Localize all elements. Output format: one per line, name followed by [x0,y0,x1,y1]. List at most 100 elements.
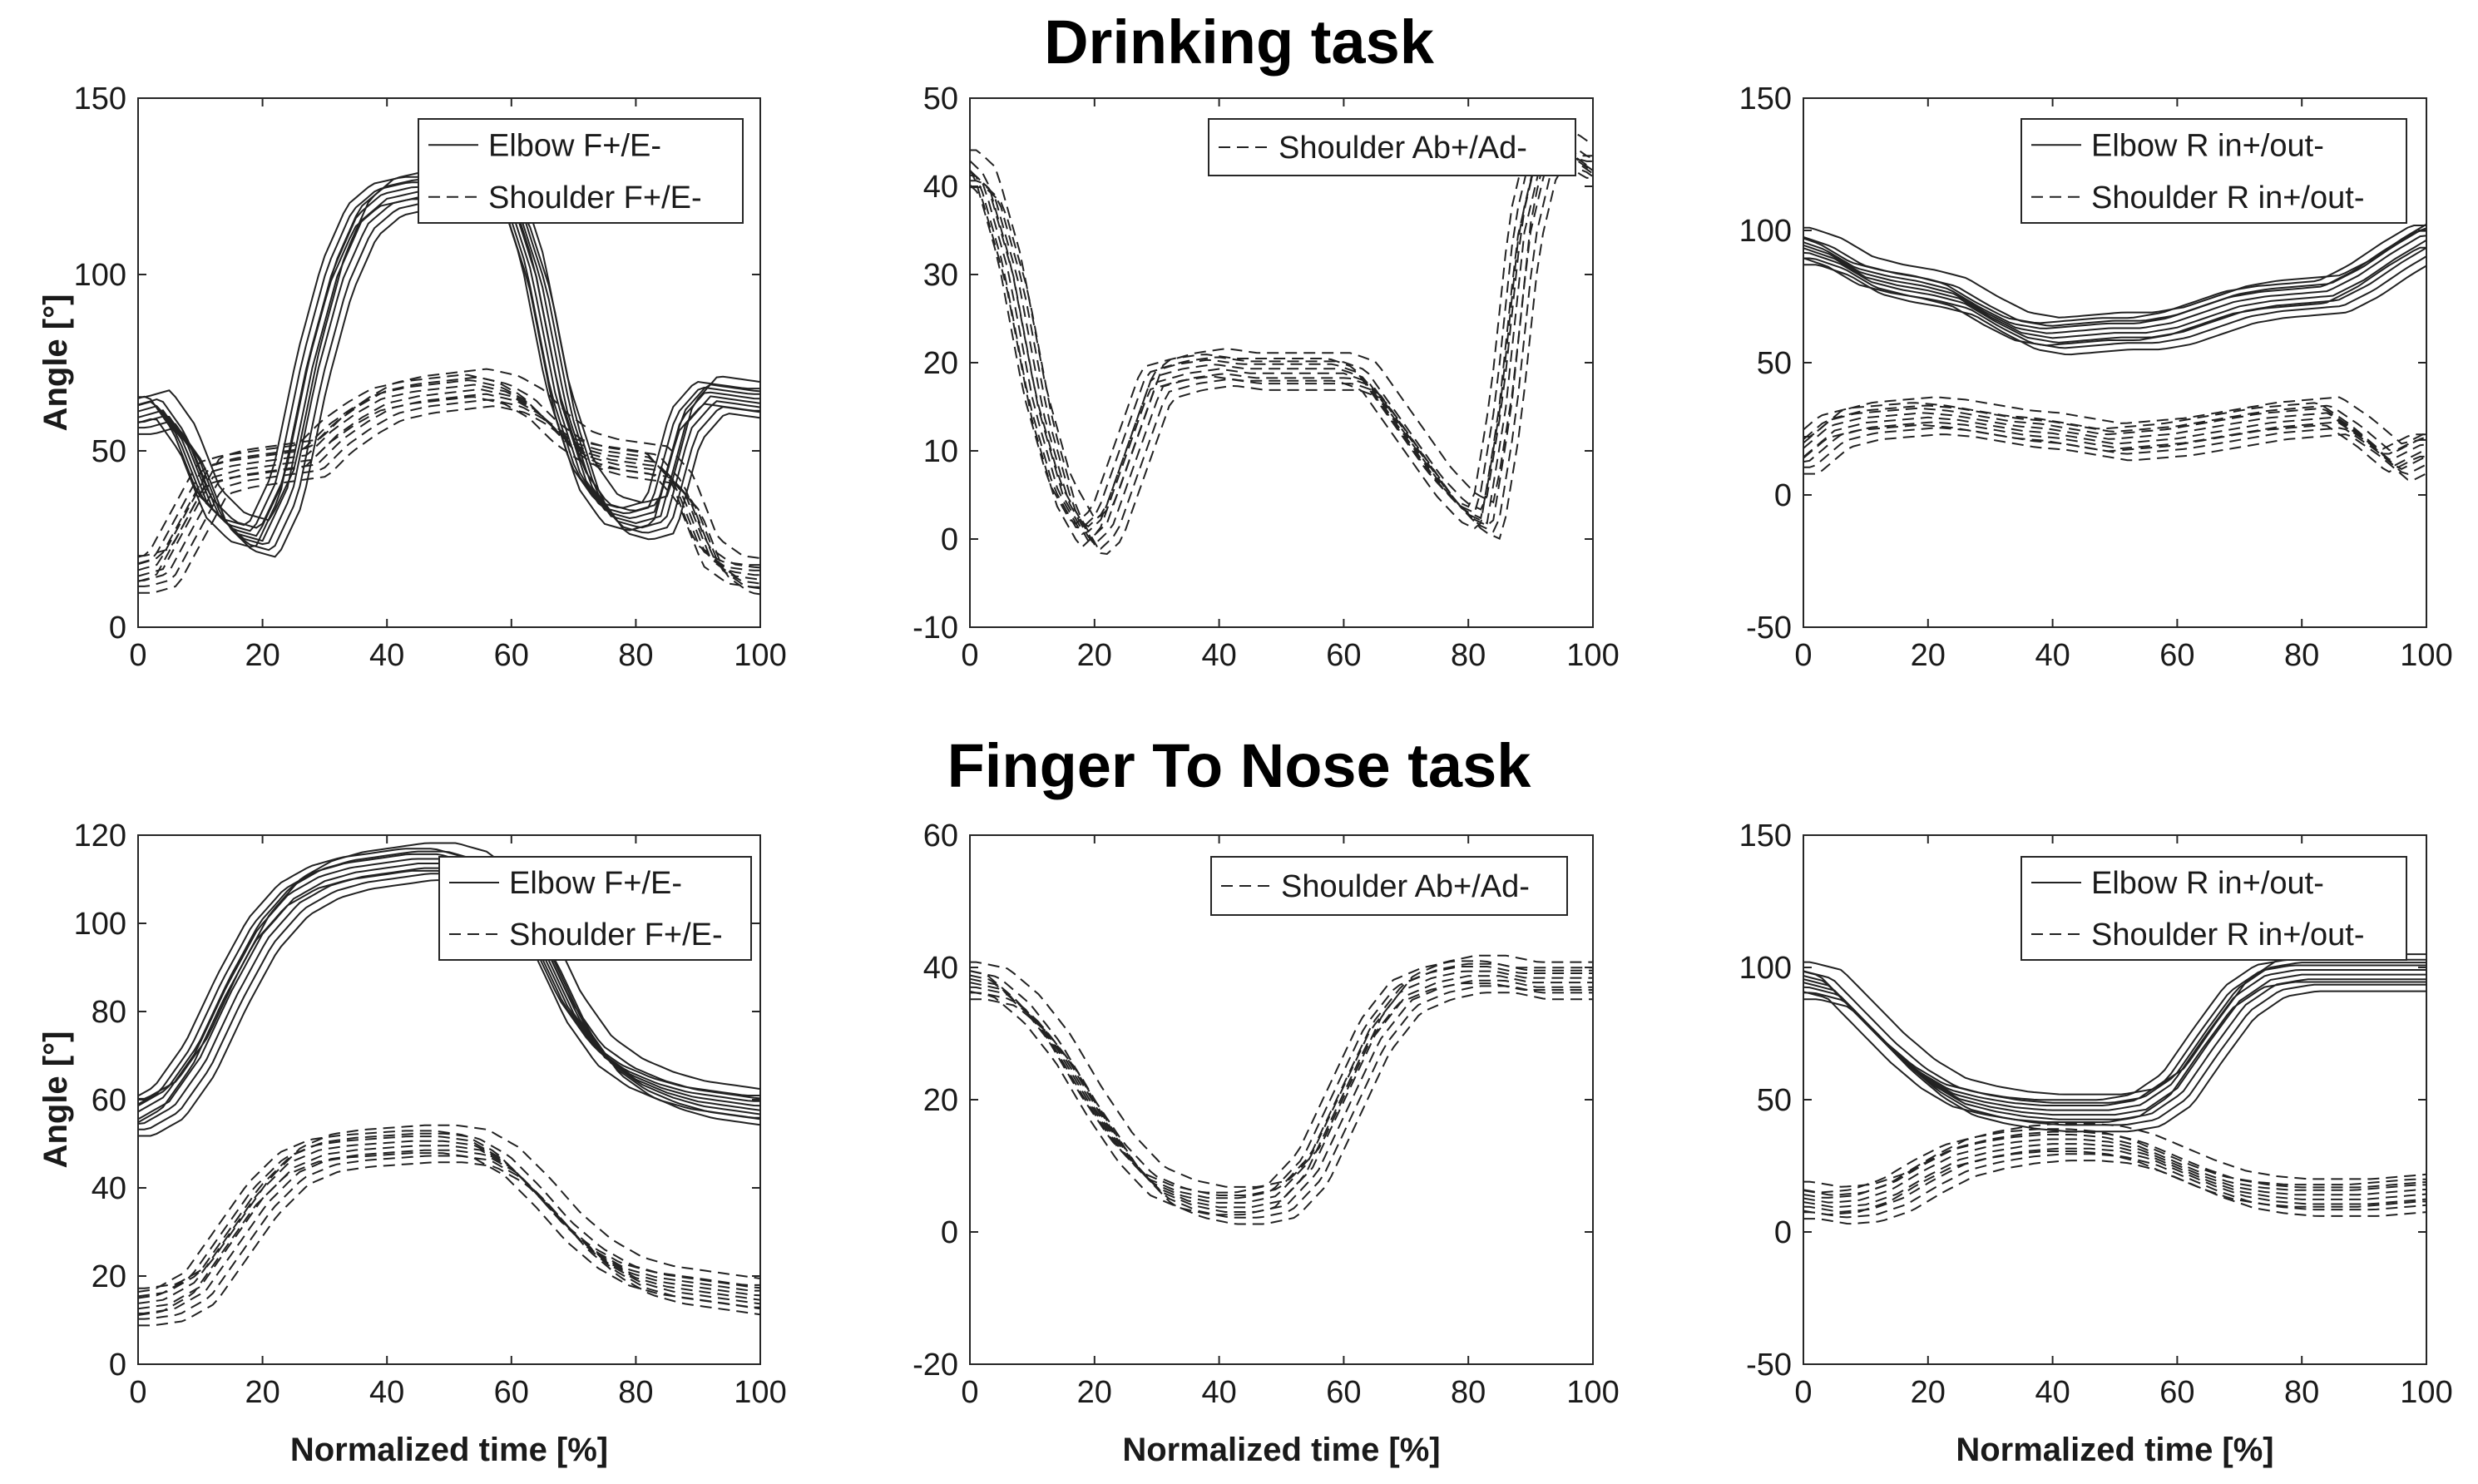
series-line-shoulder-ab-ad--trial-7 [969,137,1593,525]
y-tick-label: 0 [109,1348,126,1383]
y-tick-label: 40 [92,1171,126,1206]
x-tick-label: 100 [734,638,786,673]
series-line-shoulder-f-e--trial-3 [137,393,761,585]
series-line-shoulder-ab-ad--trial-3 [969,979,1593,1213]
series-line-shoulder-r-in-out--trial-10 [1803,404,2427,453]
x-tick-label: 80 [2284,638,2319,673]
finger-to-nose-task-title: Finger To Nose task [947,731,1531,800]
series-line-elbow-r-in-out--trial-3 [1803,978,2426,1120]
y-tick-label: 0 [1774,1215,1792,1250]
y-tick-label: 150 [74,82,126,116]
x-axis-label: Normalized time [%] [1122,1432,1440,1468]
series-line-shoulder-r-in-out--trial-9 [1803,1150,2426,1216]
x-tick-label: 80 [618,638,653,673]
x-tick-label: 20 [1077,638,1112,673]
x-tick-label: 40 [1201,1375,1236,1410]
y-tick-label: 150 [1739,82,1792,116]
series-line-shoulder-r-in-out--trial-7 [1803,402,2426,450]
series-line-elbow-r-in-out--trial-9 [1803,246,2426,347]
legend-entry: Shoulder Ab+/Ad- [1279,131,1527,166]
y-tick-label: 20 [92,1259,126,1294]
y-tick-label: 10 [923,434,958,469]
series-line-shoulder-r-in-out--trial-1 [1803,433,2427,481]
x-tick-label: 100 [1566,1375,1619,1410]
legend-entry: Elbow R in+/out- [2091,866,2324,901]
legend-box [2020,118,2407,224]
series-line-shoulder-r-in-out--trial-4 [1803,1143,2427,1209]
series-line-elbow-r-in-out--trial-2 [1803,983,2426,1126]
series-line-shoulder-r-in-out--trial-8 [1803,396,2427,445]
series-line-shoulder-r-in-out--trial-3 [1803,1147,2427,1213]
legend-box [418,118,744,224]
series-line-shoulder-ab-ad--trial-9 [969,982,1593,1216]
y-tick-label: 0 [941,1215,958,1250]
series-line-shoulder-ab-ad--trial-6 [969,966,1593,1200]
series-line-elbow-r-in-out--trial-10 [1803,962,2426,1104]
series-line-shoulder-r-in-out--trial-10 [1803,1130,2427,1196]
series-line-shoulder-ab-ad--trial-9 [969,159,1593,549]
series-line-shoulder-ab-ad--trial-5 [969,970,1593,1204]
series-line-shoulder-r-in-out--trial-3 [1803,421,2427,471]
series-line-elbow-r-in-out--trial-5 [1803,235,2427,334]
series-line-shoulder-r-in-out--trial-7 [1803,1128,2426,1194]
series-line-shoulder-f-e--trial-9 [137,396,760,588]
y-tick-label: -20 [913,1348,958,1383]
x-tick-label: 40 [369,1375,404,1410]
legend-box [438,856,752,961]
x-tick-label: 80 [2284,1375,2319,1410]
series-line-shoulder-f-e--trial-6 [137,1135,760,1299]
series-line-shoulder-r-in-out--trial-2 [1803,1153,2427,1219]
x-axis-label: Normalized time [%] [290,1432,608,1468]
y-tick-label: -50 [1746,611,1792,646]
series-line-shoulder-f-e--trial-10 [137,1132,761,1298]
series-line-shoulder-f-e--trial-7 [137,373,760,566]
y-tick-label: 100 [1739,951,1792,986]
series-line-shoulder-f-e--trial-5 [137,1140,761,1304]
series-line-shoulder-ab-ad--trial-8 [970,954,1593,1188]
legend-entry: Shoulder F+/E- [488,181,702,215]
x-tick-label: 0 [129,1375,146,1410]
series-line-shoulder-f-e--trial-9 [137,1152,760,1316]
y-tick-label: 150 [1739,819,1792,853]
x-tick-label: 40 [369,638,404,673]
series-line-shoulder-f-e--trial-3 [137,1149,761,1314]
series-line-shoulder-f-e--trial-1 [138,405,761,596]
series-line-shoulder-r-in-out--trial-2 [1803,427,2427,475]
y-axis-label: Angle [°] [37,1031,74,1169]
series-line-shoulder-f-e--trial-8 [138,368,761,560]
y-tick-label: 50 [1757,1083,1792,1118]
series-line-elbow-r-in-out--trial-4 [1803,239,2427,339]
legend-entry: Elbow F+/E- [488,128,661,163]
x-tick-label: 80 [1451,1375,1486,1410]
series-line-shoulder-f-e--trial-4 [137,388,761,581]
x-axis-label: Normalized time [%] [1956,1432,2273,1468]
x-tick-label: 100 [2400,1375,2452,1410]
y-tick-label: 40 [923,170,958,205]
series-line-shoulder-f-e--trial-1 [138,1161,761,1327]
series-line-shoulder-r-in-out--trial-6 [1803,1134,2426,1199]
y-tick-label: 30 [923,258,958,293]
legend-box [1208,118,1576,176]
x-tick-label: 80 [618,1375,653,1410]
x-tick-label: 60 [494,1375,529,1410]
series-line-shoulder-r-in-out--trial-9 [1803,423,2426,473]
x-tick-label: 20 [245,1375,279,1410]
x-tick-label: 100 [1566,638,1619,673]
x-tick-label: 100 [2400,638,2452,673]
y-tick-label: -10 [913,611,958,646]
x-tick-label: 60 [1326,638,1361,673]
y-tick-label: 50 [923,82,958,116]
series-line-shoulder-ab-ad--trial-10 [969,962,1593,1196]
legend-box [2020,856,2407,961]
series-line-shoulder-f-e--trial-8 [138,1124,761,1289]
series-line-elbow-r-in-out--trial-3 [1803,247,2427,344]
series-line-elbow-r-in-out--trial-8 [1803,223,2427,319]
x-tick-label: 0 [961,1375,978,1410]
legend-box [1210,856,1568,916]
series-line-shoulder-r-in-out--trial-6 [1803,407,2426,455]
y-tick-label: 60 [923,819,958,853]
x-tick-label: 20 [1911,638,1946,673]
x-tick-label: 60 [2159,1375,2194,1410]
